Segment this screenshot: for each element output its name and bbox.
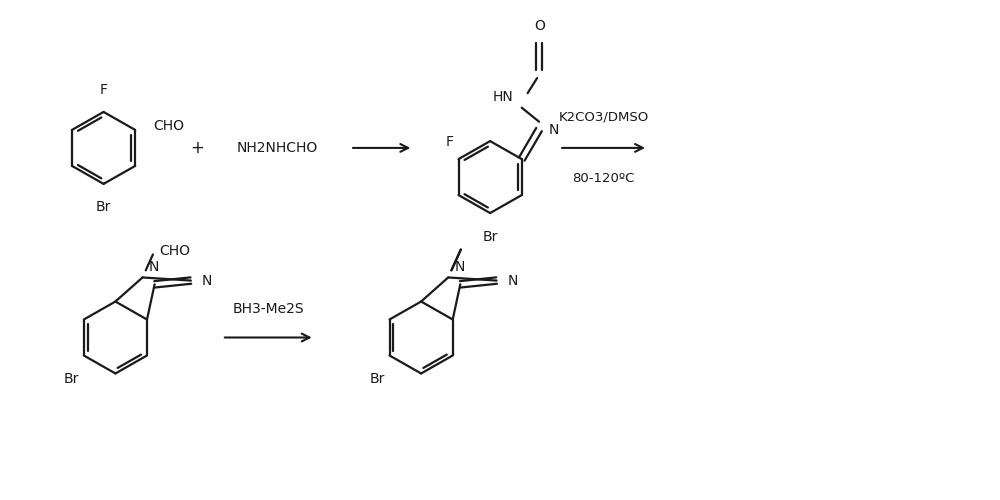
Text: N: N [454, 260, 465, 274]
Text: CHO: CHO [159, 244, 190, 258]
Text: N: N [148, 260, 159, 274]
Text: NH2NHCHO: NH2NHCHO [237, 141, 318, 155]
Text: +: + [190, 139, 204, 157]
Text: Br: Br [482, 230, 498, 243]
Text: Br: Br [64, 372, 79, 386]
Text: O: O [535, 20, 545, 34]
Text: HN: HN [493, 90, 514, 104]
Text: Br: Br [96, 200, 111, 214]
Text: 80-120ºC: 80-120ºC [572, 172, 635, 185]
Text: K2CO3/DMSO: K2CO3/DMSO [558, 110, 649, 124]
Text: N: N [507, 274, 518, 287]
Text: F: F [446, 136, 454, 149]
Text: BH3-Me2S: BH3-Me2S [232, 302, 304, 316]
Text: N: N [202, 274, 212, 287]
Text: F: F [100, 84, 108, 98]
Text: N: N [549, 122, 559, 136]
Text: Br: Br [369, 372, 385, 386]
Text: CHO: CHO [153, 119, 184, 133]
